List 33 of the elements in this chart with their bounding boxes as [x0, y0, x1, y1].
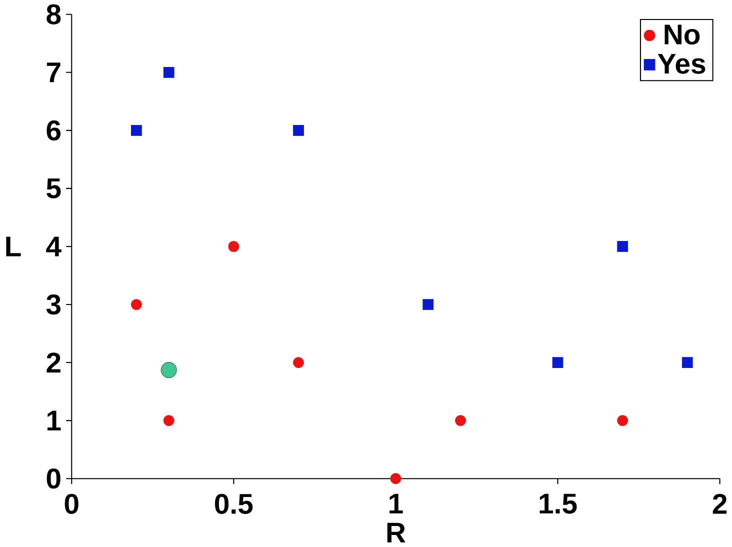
y-tick-label: 0 [46, 468, 60, 489]
y-tick-label: 5 [46, 178, 61, 199]
y-tick-label: 3 [46, 294, 61, 315]
y-tick-label: 6 [46, 120, 61, 141]
point [682, 357, 693, 368]
x-tick-label: 1 [390, 494, 403, 514]
x-tick-label: 2 [712, 494, 727, 514]
legend-label: No [664, 24, 700, 45]
point [617, 241, 628, 252]
x-tick-label: 1.5 [540, 494, 577, 514]
point [390, 473, 402, 484]
point [131, 125, 142, 136]
x-axis-title: R [387, 522, 406, 543]
point [617, 415, 628, 426]
y-tick-label: 1 [48, 410, 61, 430]
point [131, 299, 142, 310]
point [228, 241, 240, 252]
point [293, 125, 304, 136]
y-tick-label: 7 [46, 62, 60, 82]
point [422, 299, 434, 310]
point [552, 357, 564, 368]
x-tick-label: 0.5 [215, 494, 253, 514]
y-tick-label: 2 [46, 352, 60, 373]
point [160, 362, 177, 378]
point [293, 357, 304, 368]
point [163, 67, 174, 78]
legend-label: Yes [658, 54, 706, 74]
point [455, 415, 466, 426]
y-tick-label: 8 [46, 4, 61, 25]
point [163, 415, 174, 426]
y-tick-label: 4 [46, 236, 62, 256]
x-tick-label: 0 [64, 494, 78, 514]
y-axis-title: L [6, 236, 21, 256]
